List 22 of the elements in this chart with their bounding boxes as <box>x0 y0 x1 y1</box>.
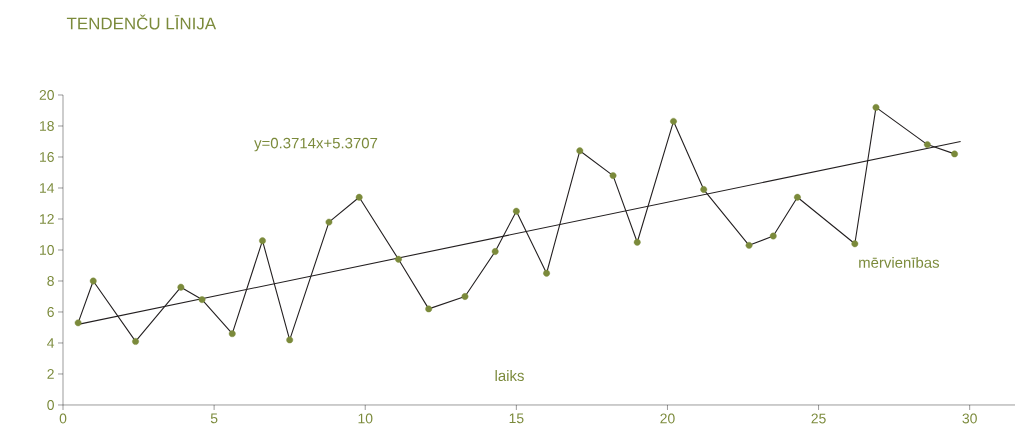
x-tick-label: 30 <box>962 413 977 424</box>
y-tick-label: 14 <box>40 183 55 193</box>
y-tick-label: 16 <box>40 152 54 162</box>
y-tick-label: 4 <box>47 338 55 348</box>
x-axis-title: laiks <box>495 370 524 382</box>
y-tick-label: 20 <box>39 90 54 100</box>
chart-title: TENDENČU LĪNIJA <box>66 14 217 30</box>
x-tick-label: 15 <box>509 413 524 424</box>
y-tick-label: 2 <box>47 369 54 379</box>
y-tick-label: 12 <box>40 214 54 224</box>
x-tick-label: 25 <box>811 413 826 424</box>
x-tick-label: 5 <box>210 413 218 424</box>
y-tick-label: 18 <box>40 121 54 131</box>
y-axis-title: mērvienības <box>859 256 940 268</box>
x-tick-label: 20 <box>660 413 675 424</box>
y-tick-label: 0 <box>47 400 54 410</box>
y-tick-label: 10 <box>40 245 54 255</box>
x-tick-label: 0 <box>59 413 67 424</box>
y-tick-label: 8 <box>47 276 54 286</box>
y-tick-label: 6 <box>47 307 54 317</box>
annotation: y=0.3714x+5.3707 <box>254 137 378 152</box>
x-tick-label: 10 <box>358 413 373 424</box>
